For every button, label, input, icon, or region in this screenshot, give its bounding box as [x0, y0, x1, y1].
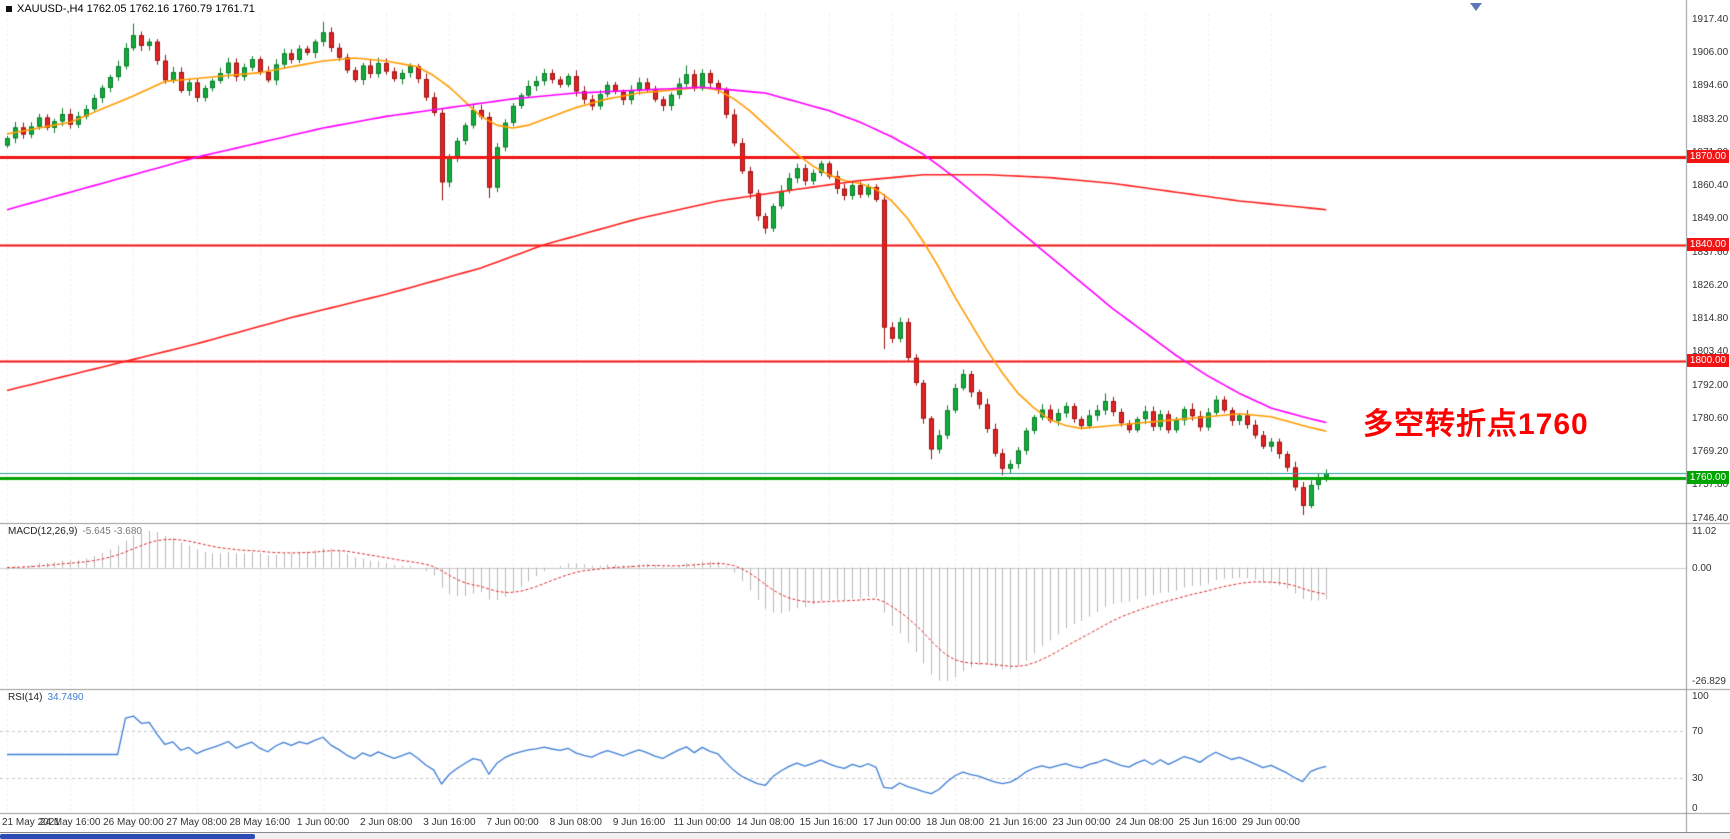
price-line-tag: 1800.00	[1687, 354, 1729, 368]
rsi-value: 34.7490	[47, 692, 84, 703]
time-axis[interactable]: 21 May 2021 24 May 16:00 26 May 00:00 27 Ma…	[0, 814, 1686, 832]
time-axis-label: 15 Jun 16:00	[799, 817, 858, 828]
price-line-tag: 1760.00	[1687, 470, 1729, 484]
price-axis-label: 1883.20	[1692, 113, 1729, 125]
macd-name: MACD(12,26,9)	[8, 526, 78, 537]
time-axis-label: 26 May 00:00	[103, 817, 164, 828]
time-axis-label: 24 Jun 08:00	[1115, 817, 1174, 828]
price-axis-label: 1837.60	[1692, 246, 1729, 258]
price-axis-label: 1894.60	[1692, 80, 1729, 92]
rsi-indicator-label: RSI(14) 34.7490	[8, 692, 84, 703]
time-axis-label: 21 Jun 16:00	[989, 817, 1048, 828]
price-axis[interactable]: 1917.401906.001894.601883.201871.801860.…	[1686, 0, 1730, 832]
macd-values: -5.645 -3.680	[82, 526, 142, 537]
horizontal-scrollbar[interactable]	[0, 832, 1730, 839]
time-axis-label: 3 Jun 16:00	[423, 817, 476, 828]
time-axis-label: 18 Jun 08:00	[926, 817, 984, 828]
rsi-axis-label: 30	[1692, 772, 1704, 784]
price-axis-label: 1769.20	[1692, 446, 1729, 458]
horizontal-scrollbar-thumb[interactable]	[0, 834, 255, 839]
time-axis-label: 24 May 16:00	[39, 817, 101, 828]
time-axis-label: 21 May 2021	[2, 817, 60, 828]
time-axis-label: 27 May 08:00	[166, 817, 227, 828]
price-line-tag: 1840.00	[1687, 237, 1729, 251]
rsi-axis-label: 70	[1692, 726, 1704, 738]
price-axis-label: 1860.40	[1692, 180, 1729, 192]
time-axis-label: 7 Jun 00:00	[486, 817, 539, 828]
price-axis-label: 1917.40	[1692, 14, 1729, 25]
time-axis-label: 23 Jun 00:00	[1052, 817, 1111, 828]
rsi-axis-label: 100	[1692, 691, 1709, 702]
time-axis-label: 11 Jun 00:00	[673, 817, 731, 828]
time-axis-label: 1 Jun 00:00	[296, 817, 350, 828]
price-axis-label: 1814.80	[1692, 313, 1729, 325]
time-axis-label: 14 Jun 08:00	[736, 817, 795, 828]
time-axis-label: 9 Jun 16:00	[612, 817, 666, 828]
price-axis-label: 1757.80	[1692, 479, 1729, 491]
chart-symbol-icon	[6, 6, 12, 12]
time-axis-label: 8 Jun 08:00	[549, 817, 602, 828]
rsi-axis-label: 0	[1692, 803, 1698, 814]
macd-axis-label: 0.00	[1692, 562, 1712, 574]
chart-shift-marker-icon[interactable]	[1470, 3, 1482, 11]
time-axis-label: 29 Jun 00:00	[1242, 817, 1300, 828]
price-axis-label: 1792.00	[1692, 379, 1729, 391]
macd-axis-label: -26.829	[1692, 676, 1726, 687]
price-axis-label: 1906.00	[1692, 47, 1729, 59]
price-axis-label: 1803.40	[1692, 346, 1729, 358]
time-axis-label: 28 May 16:00	[229, 817, 291, 828]
price-line-tag: 1870.00	[1687, 150, 1729, 164]
chart-title: XAUUSD-,H4 1762.05 1762.16 1760.79 1761.…	[17, 3, 255, 15]
price-axis-label: 1849.00	[1692, 213, 1729, 225]
price-axis-label: 1746.40	[1692, 512, 1729, 524]
time-axis-label: 17 Jun 00:00	[862, 817, 921, 828]
time-axis-label: 2 Jun 08:00	[360, 817, 413, 828]
price-axis-label: 1780.60	[1692, 412, 1729, 424]
macd-axis-label: 11.02	[1692, 526, 1717, 537]
annotation-text[interactable]: 多空转折点1760	[1363, 408, 1589, 441]
time-axis-label: 25 Jun 16:00	[1178, 817, 1237, 828]
macd-indicator-label: MACD(12,26,9) -5.645 -3.680	[8, 526, 142, 537]
rsi-name: RSI(14)	[8, 692, 43, 703]
price-axis-label: 1826.20	[1692, 279, 1729, 291]
